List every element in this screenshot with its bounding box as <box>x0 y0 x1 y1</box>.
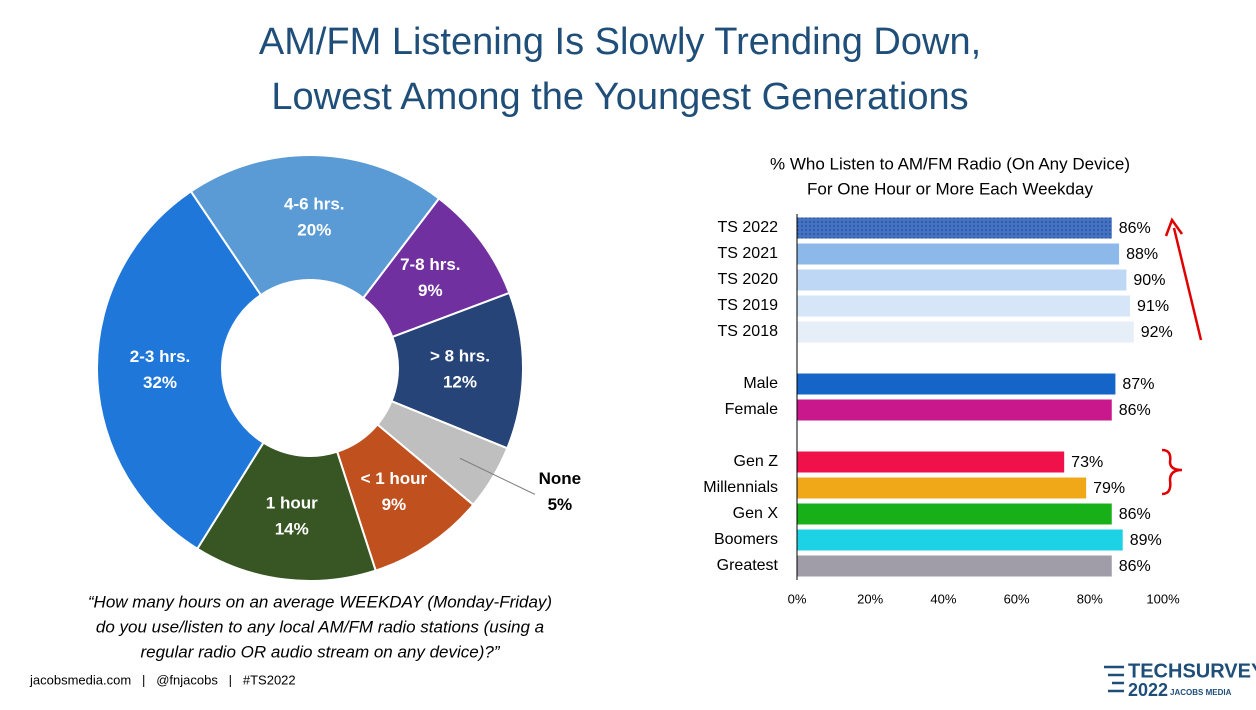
x-tick-label: 100% <box>1146 591 1180 606</box>
x-tick-label: 20% <box>857 591 883 606</box>
y-tick-label: TS 2020 <box>718 271 779 288</box>
y-tick-label: TS 2021 <box>718 245 779 262</box>
logo-year: 2022 <box>1128 680 1168 700</box>
value-label: 86% <box>1119 220 1151 237</box>
annotation-arrow <box>1161 217 1203 496</box>
bar <box>797 295 1131 317</box>
slice-value-label: 5% <box>548 495 573 514</box>
slice-label: 1 hour <box>266 493 318 512</box>
x-tick-label: 40% <box>930 591 956 606</box>
y-tick-label: TS 2022 <box>718 219 779 236</box>
question: “How many hours on an average WEEKDAY (M… <box>88 592 552 611</box>
slide-title: Lowest Among the Youngest Generations <box>271 76 968 118</box>
value-label: 86% <box>1119 506 1151 523</box>
slice-value-label: 20% <box>297 221 331 240</box>
slice-value-label: 14% <box>275 519 309 538</box>
y-tick-label: Male <box>743 375 778 392</box>
value-label: 87% <box>1122 376 1154 393</box>
logo: TECHSURVEY 2022 JACOBS MEDIA <box>1104 660 1256 700</box>
slice-value-label: 32% <box>143 373 177 392</box>
value-label: 92% <box>1141 324 1173 341</box>
bar <box>797 269 1127 291</box>
x-tick-label: 60% <box>1004 591 1030 606</box>
slice-value-label: 12% <box>443 372 477 391</box>
logo-company: JACOBS MEDIA <box>1170 688 1232 697</box>
y-tick-label: TS 2019 <box>718 297 779 314</box>
bar <box>797 503 1112 525</box>
slice-label: < 1 hour <box>361 469 428 488</box>
y-tick-label: TS 2018 <box>718 323 779 340</box>
donut-slice <box>390 291 524 450</box>
y-tick-label: Boomers <box>714 531 778 548</box>
donut-slice <box>189 154 441 300</box>
slide-title: AM/FM Listening Is Slowly Trending Down, <box>259 21 981 63</box>
value-label: 86% <box>1119 402 1151 419</box>
slice-label: > 8 hrs. <box>430 346 490 365</box>
bar-chart-title: % Who Listen to AM/FM Radio (On Any Devi… <box>770 154 1130 173</box>
y-tick-label: Gen Z <box>734 453 779 470</box>
slice-value-label: 9% <box>418 281 443 300</box>
bar <box>797 529 1123 551</box>
bar <box>797 321 1134 343</box>
value-label: 90% <box>1133 272 1165 289</box>
bar <box>797 477 1087 499</box>
footer: jacobsmedia.com | @fnjacobs | #TS2022 <box>29 672 296 687</box>
bar <box>797 399 1112 421</box>
value-label: 73% <box>1071 454 1103 471</box>
question: do you use/listen to any local AM/FM rad… <box>96 617 544 636</box>
logo-name: TECHSURVEY <box>1128 660 1256 682</box>
value-label: 91% <box>1137 298 1169 315</box>
slice-label: 7-8 hrs. <box>400 255 460 274</box>
y-tick-label: Gen X <box>733 505 779 522</box>
value-label: 79% <box>1093 480 1125 497</box>
slice-label: 2-3 hrs. <box>130 347 190 366</box>
bar <box>797 555 1112 577</box>
bar <box>797 217 1112 239</box>
value-label: 88% <box>1126 246 1158 263</box>
question: regular radio OR audio stream on any dev… <box>140 642 500 661</box>
slice-label: None <box>539 469 582 488</box>
bar-chart-subtitle: For One Hour or More Each Weekday <box>807 179 1093 198</box>
x-tick-label: 0% <box>788 591 807 606</box>
y-tick-label: Female <box>725 401 778 418</box>
bar <box>797 373 1116 395</box>
bar <box>797 243 1120 265</box>
y-tick-label: Millennials <box>703 479 778 496</box>
value-label: 89% <box>1130 532 1162 549</box>
x-tick-label: 80% <box>1077 591 1103 606</box>
leader-line <box>459 457 536 495</box>
slice-value-label: 9% <box>382 495 407 514</box>
donut-slice <box>96 190 265 551</box>
value-label: 86% <box>1119 558 1151 575</box>
y-tick-label: Greatest <box>717 557 779 574</box>
bar <box>797 451 1065 473</box>
slice-label: 4-6 hrs. <box>284 195 344 214</box>
